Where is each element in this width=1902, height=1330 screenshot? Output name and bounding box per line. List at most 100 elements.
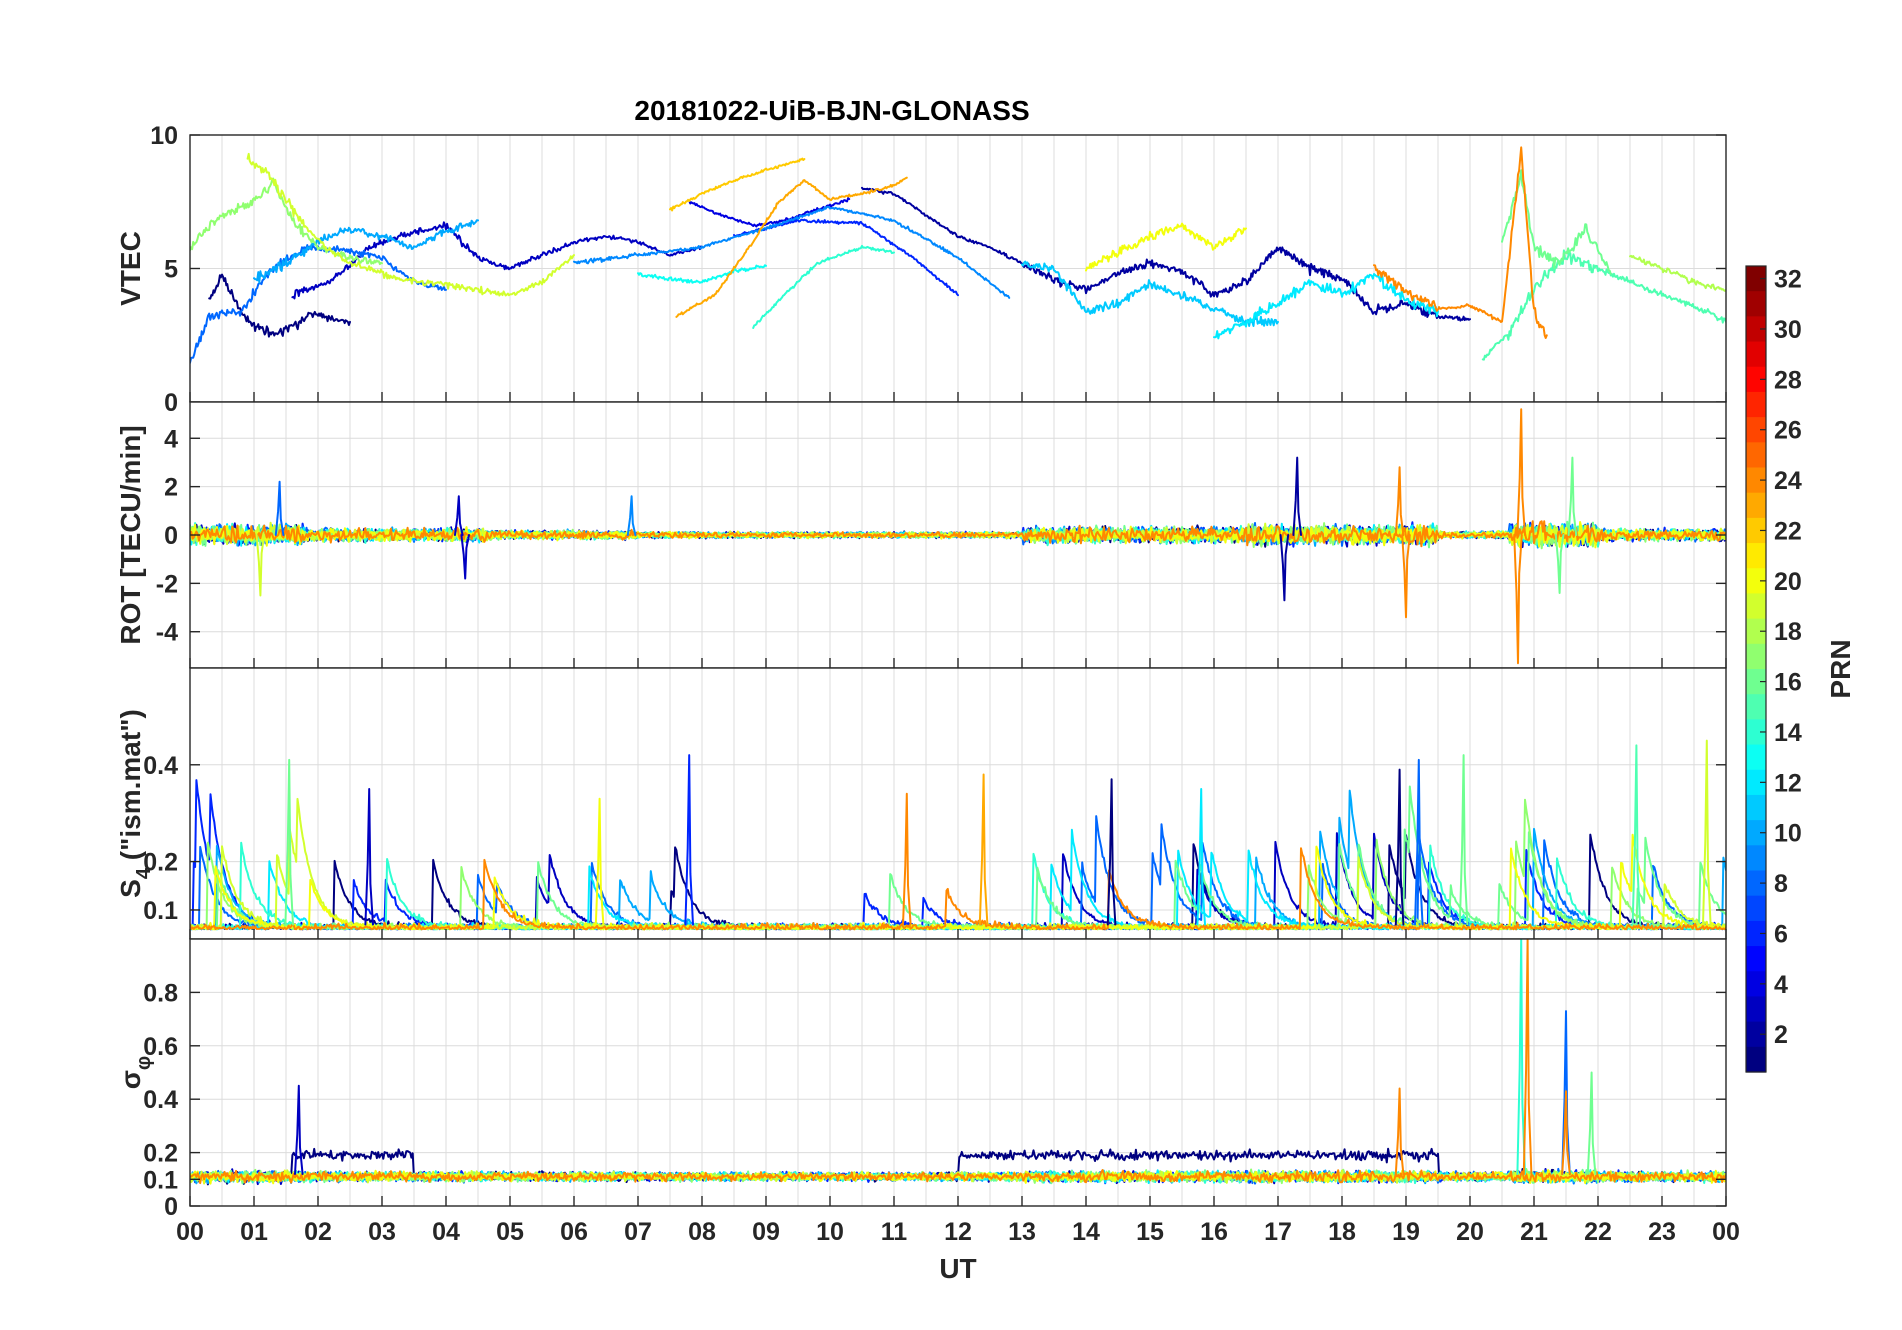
- x-tick-label: 12: [944, 1218, 972, 1246]
- colorbar-tick-label: 30: [1774, 316, 1802, 344]
- rot-spike-prn-16: [1554, 534, 1565, 594]
- rot-spike-prn-3: [460, 534, 470, 580]
- x-tick-label: 07: [624, 1218, 652, 1246]
- vtec-series-prn-2: [861, 186, 1471, 322]
- colorbar-tick-label: 10: [1774, 820, 1802, 848]
- panel-sigma-series: [190, 939, 1726, 1186]
- vtec-series-prn-1: [208, 273, 351, 338]
- rot-spike-prn-24: [1513, 534, 1523, 665]
- colorbar-swatch: [1746, 266, 1766, 292]
- x-tick-label: 22: [1584, 1218, 1612, 1246]
- vtec-series-prn-14: [752, 244, 895, 329]
- colorbar-swatch: [1746, 467, 1766, 494]
- panel-vtec-series: [190, 146, 1726, 364]
- y-tick-label: 0.2: [143, 849, 178, 877]
- sigma-spike-prn-16: [1586, 1071, 1597, 1175]
- vtec-series-prn-15: [1481, 249, 1726, 361]
- rot-spike-prn-24: [1394, 466, 1405, 536]
- vtec-series-prn-23: [675, 176, 908, 318]
- colorbar-tick-label: 28: [1774, 366, 1802, 394]
- colorbar-tick-label: 12: [1774, 769, 1802, 797]
- vtec-series-prn-16: [1501, 169, 1612, 275]
- y-tick-label: -4: [156, 619, 178, 647]
- y-tick-label: 4: [164, 425, 178, 453]
- colorbar-swatch: [1746, 341, 1766, 368]
- rot-spike-prn-8: [274, 480, 285, 536]
- sigma-spike-prn-24: [1394, 1087, 1405, 1175]
- s4-spike-prn-19: [1702, 739, 1712, 926]
- x-tick-label: 23: [1648, 1218, 1676, 1246]
- s4-spike-prn-3: [364, 788, 374, 926]
- y-axis-label-main: S: [115, 879, 146, 898]
- panel-rot: -4 -2 0 2 4 ROT [TECU/min]: [115, 401, 1727, 669]
- colorbar-swatch: [1746, 769, 1766, 796]
- grid-lines: [189, 134, 1727, 403]
- x-tick-label: 19: [1392, 1218, 1420, 1246]
- colorbar-tick-label: 24: [1774, 467, 1802, 495]
- x-tick-label: 03: [368, 1218, 396, 1246]
- vtec-series-prn-17: [190, 177, 383, 266]
- y-tick-label: 2: [164, 474, 178, 502]
- colorbar-tick-label: 8: [1774, 870, 1788, 898]
- vtec-series-prn-4: [688, 197, 851, 228]
- s4-spike-prn-8: [1414, 758, 1424, 926]
- x-tick-label: 02: [304, 1218, 332, 1246]
- vtec-series-prn-20: [1085, 222, 1247, 272]
- s4-spike-prn-1: [1394, 768, 1405, 926]
- colorbar-swatch: [1746, 568, 1766, 595]
- colorbar-swatch: [1746, 996, 1766, 1023]
- colorbar-swatch: [1746, 517, 1766, 544]
- y-tick-label: 0.4: [143, 1086, 178, 1114]
- colorbar-swatch: [1746, 744, 1766, 771]
- rot-spike-prn-9: [626, 495, 637, 536]
- s4-spike-prn-1: [1106, 778, 1117, 926]
- s4-spike-prn-16: [1458, 754, 1469, 926]
- colorbar-frame: [1745, 265, 1767, 1073]
- colorbar-swatch: [1746, 492, 1766, 519]
- x-tick-label: 10: [816, 1218, 844, 1246]
- y-tick-label: 0: [164, 389, 178, 417]
- y-tick-label: 0.4: [143, 752, 178, 780]
- vtec-series-prn-18: [1629, 254, 1726, 292]
- colorbar-swatch: [1746, 920, 1766, 947]
- x-tick-label: 08: [688, 1218, 716, 1246]
- y-axis-label-subscript: 4: [133, 867, 155, 879]
- colorbar-tick-label: 14: [1774, 719, 1802, 747]
- colorbar-tick-label: 26: [1774, 417, 1802, 445]
- x-tick-label: 20: [1456, 1218, 1484, 1246]
- x-tick-label: 13: [1008, 1218, 1036, 1246]
- rot-spike-prn-3: [454, 495, 464, 536]
- colorbar-tick-label: 2: [1774, 1021, 1788, 1049]
- y-tick-label: 0.1: [143, 897, 178, 925]
- colorbar-swatch: [1746, 1021, 1766, 1048]
- sigma-spike-prn-24: [1522, 939, 1533, 1175]
- x-tick-label: 18: [1328, 1218, 1356, 1246]
- colorbar-swatch: [1746, 946, 1766, 972]
- y-axis-label-rest: ("ism.mat"): [115, 709, 146, 868]
- s4-spike-prn-12: [1196, 788, 1206, 926]
- colorbar-tick-label: 4: [1774, 971, 1788, 999]
- s4-spike-prn-6: [684, 754, 694, 926]
- colorbar-swatch: [1746, 669, 1766, 695]
- rot-spike-prn-16: [1567, 456, 1578, 536]
- colorbar-tick-label: 6: [1774, 920, 1788, 948]
- x-tick-label: 15: [1136, 1218, 1164, 1246]
- vtec-series-prn-9: [573, 205, 1011, 299]
- colorbar-swatch: [1746, 845, 1766, 872]
- panel-rot-series: [190, 408, 1726, 665]
- colorbar-swatch: [1746, 391, 1766, 418]
- colorbar-swatch: [1746, 442, 1766, 469]
- y-tick-label: 0: [164, 1193, 178, 1221]
- x-axis-label: UT: [939, 1253, 976, 1284]
- rot-spike-prn-2: [1292, 456, 1302, 536]
- rot-spike-prn-24: [1401, 534, 1411, 619]
- vtec-series-prn-24: [1373, 146, 1548, 339]
- y-tick-label: 0: [164, 522, 178, 550]
- rot-spike-prn-2: [1279, 534, 1290, 602]
- y-tick-label: 5: [164, 256, 178, 284]
- sigma-spike-prn-24: [1561, 1090, 1571, 1175]
- y-axis-label-rot: ROT [TECU/min]: [115, 425, 146, 644]
- s4-spike-prn-23: [978, 773, 989, 926]
- colorbar-swatch: [1746, 593, 1766, 620]
